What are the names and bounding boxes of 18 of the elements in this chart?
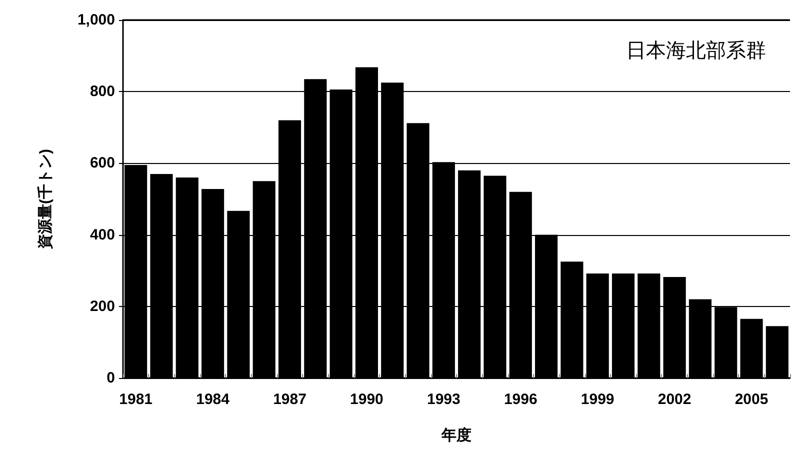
x-tick-label: 1987 (273, 391, 306, 408)
y-tick-label: 800 (90, 83, 115, 100)
x-tick-label: 1999 (580, 391, 614, 408)
x-tick-label: 2005 (734, 391, 768, 408)
y-tick-label: 400 (90, 226, 115, 244)
x-tick-label: 2002 (658, 391, 692, 408)
x-tick-label: 1996 (504, 391, 538, 408)
y-tick-label: 600 (90, 154, 115, 172)
y-tick-label: 200 (90, 298, 115, 315)
x-tick-label: 1984 (196, 391, 230, 408)
x-tick-label: 1993 (426, 391, 460, 408)
x-axis-title: 年度 (440, 426, 472, 444)
x-tick-label: 1990 (350, 391, 384, 408)
annotation: 日本海北部系群 (626, 38, 766, 62)
y-axis-title: 資源量(千トン) (37, 149, 54, 250)
y-tick-label: 1,000 (77, 12, 115, 28)
y-tick-label: 0 (106, 370, 115, 386)
x-tick-label: 1981 (119, 391, 153, 408)
